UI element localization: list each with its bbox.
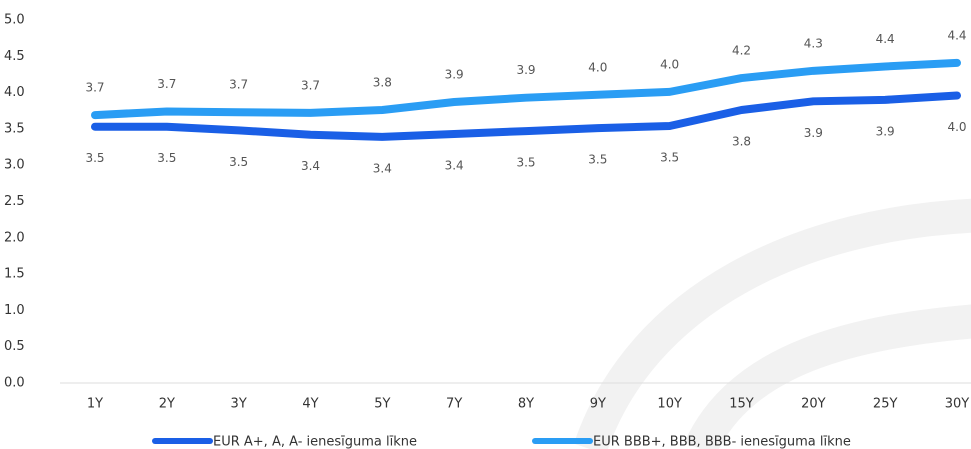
y-tick-label: 1.0	[4, 303, 25, 318]
value-label: 3.5	[157, 151, 176, 165]
x-tick-label: 5Y	[374, 397, 390, 412]
value-label: 3.9	[516, 63, 535, 77]
watermark	[573, 198, 971, 449]
value-label: 3.7	[301, 78, 320, 92]
value-label: 3.5	[516, 156, 535, 170]
value-label: 3.5	[229, 155, 248, 169]
value-label: 4.4	[947, 28, 966, 42]
value-label: 3.9	[804, 126, 823, 140]
y-tick-label: 4.5	[4, 49, 25, 64]
y-tick-label: 4.0	[4, 85, 25, 100]
value-label: 4.2	[732, 44, 751, 58]
value-label: 3.4	[373, 161, 392, 175]
value-label: 3.5	[588, 153, 607, 167]
value-label: 3.8	[373, 76, 392, 90]
y-tick-label: 1.5	[4, 267, 25, 282]
x-tick-label: 8Y	[518, 397, 534, 412]
x-tick-label: 7Y	[446, 397, 462, 412]
value-label: 4.0	[947, 120, 966, 134]
y-tick-label: 2.0	[4, 230, 25, 245]
value-label: 3.8	[732, 135, 751, 149]
x-tick-label: 2Y	[159, 397, 175, 412]
value-label: 4.0	[660, 57, 679, 71]
value-label: 3.4	[301, 159, 320, 173]
y-tick-label: 0.5	[4, 339, 25, 354]
series-line	[91, 91, 961, 141]
legend-label: EUR A+, A, A- ienesīguma līkne	[213, 435, 417, 449]
series-line	[91, 58, 961, 120]
value-label: 3.7	[85, 81, 104, 95]
x-tick-label: 10Y	[657, 397, 682, 412]
y-tick-label: 3.0	[4, 158, 25, 173]
x-tick-label: 3Y	[231, 397, 247, 412]
value-label: 4.4	[876, 32, 895, 46]
value-label: 3.9	[445, 68, 464, 82]
x-tick-label: 15Y	[729, 397, 754, 412]
x-tick-label: 25Y	[873, 397, 898, 412]
value-label: 3.5	[660, 150, 679, 164]
value-label: 3.4	[445, 158, 464, 172]
x-tick-label: 9Y	[590, 397, 606, 412]
value-label: 3.7	[229, 78, 248, 92]
value-label: 3.5	[85, 151, 104, 165]
x-tick-label: 20Y	[801, 397, 826, 412]
value-label: 4.3	[804, 36, 823, 50]
y-tick-label: 5.0	[4, 13, 25, 28]
y-tick-label: 2.5	[4, 194, 25, 209]
value-label: 3.9	[876, 124, 895, 138]
x-tick-label: 4Y	[302, 397, 318, 412]
value-label: 4.0	[588, 60, 607, 74]
x-tick-label: 1Y	[87, 397, 103, 412]
y-tick-label: 3.5	[4, 121, 25, 136]
value-label: 3.7	[157, 77, 176, 91]
y-tick-label: 0.0	[4, 376, 25, 391]
legend-label: EUR BBB+, BBB, BBB- ienesīguma līkne	[593, 435, 851, 449]
x-tick-label: 30Y	[945, 397, 970, 412]
